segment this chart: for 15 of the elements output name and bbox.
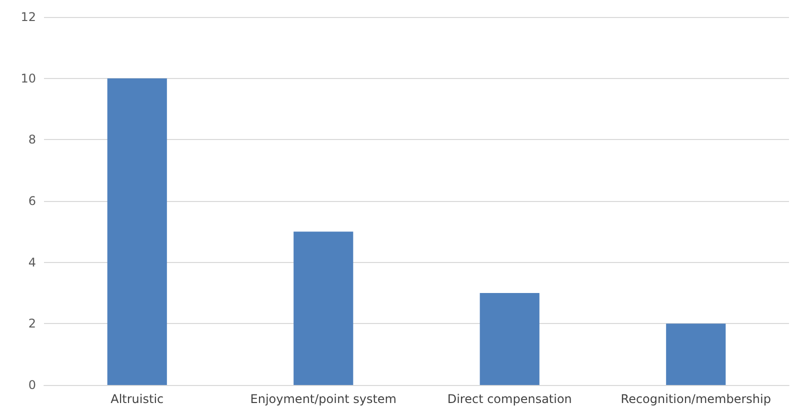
x-tick-label: Direct compensation <box>447 392 572 406</box>
bar <box>107 78 167 385</box>
bar <box>480 293 540 385</box>
y-tick-label: 6 <box>28 194 36 208</box>
x-tick-label: Recognition/membership <box>620 392 771 406</box>
y-tick-label: 10 <box>20 71 36 86</box>
x-tick-label: Enjoyment/point system <box>250 392 396 406</box>
y-tick-label: 2 <box>28 316 36 331</box>
y-tick-label: 0 <box>28 378 36 392</box>
x-tick-label: Altruistic <box>110 392 164 406</box>
y-tick-label: 4 <box>28 255 36 270</box>
y-tick-label: 12 <box>20 10 36 24</box>
bar <box>294 232 354 385</box>
y-tick-label: 8 <box>28 132 36 147</box>
bar <box>666 324 726 385</box>
